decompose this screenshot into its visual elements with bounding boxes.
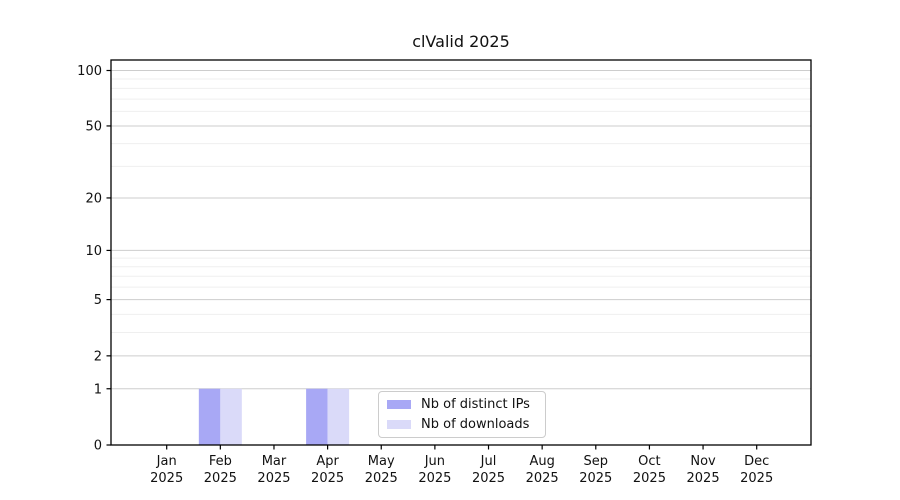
x-tick-label-month: Mar (262, 454, 287, 469)
x-tick-label-month: Nov (690, 454, 716, 469)
y-tick-label: 2 (94, 349, 102, 364)
x-tick-label-month: Apr (316, 454, 339, 469)
y-tick-label: 10 (85, 244, 102, 259)
legend-item-distinct-ips: Nb of distinct IPs (387, 396, 545, 413)
legend-label-downloads: Nb of downloads (421, 417, 530, 432)
plot-border (110, 59, 812, 446)
legend-item-downloads: Nb of downloads (387, 416, 545, 433)
y-tick-label: 5 (94, 293, 102, 308)
x-tick-label-year: 2025 (579, 471, 612, 486)
chart-title: clValid 2025 (412, 32, 510, 51)
bar-apr-downloads (327, 388, 350, 445)
x-tick-label-year: 2025 (687, 471, 720, 486)
x-tick-label-year: 2025 (740, 471, 773, 486)
y-tick-label: 20 (85, 191, 102, 206)
y-tick-label: 1 (94, 382, 102, 397)
legend-label-distinct-ips: Nb of distinct IPs (421, 397, 530, 412)
x-tick-label-month: Oct (638, 454, 660, 469)
x-tick-label-month: Sep (584, 454, 609, 469)
bar-feb-distinct-ips (198, 388, 221, 445)
y-tick-label: 0 (94, 439, 102, 454)
legend-swatch-distinct-ips (387, 400, 411, 409)
bar-feb-downloads (220, 388, 242, 445)
x-tick-label-year: 2025 (418, 471, 451, 486)
x-tick-label-year: 2025 (472, 471, 505, 486)
bar-apr-distinct-ips (306, 388, 328, 445)
x-tick-label-year: 2025 (633, 471, 666, 486)
x-tick-label-year: 2025 (150, 471, 183, 486)
legend-swatch-downloads (387, 420, 411, 429)
x-tick-label-month: Feb (209, 454, 232, 469)
x-tick-label-year: 2025 (257, 471, 290, 486)
x-tick-label-month: May (368, 454, 395, 469)
legend: Nb of distinct IPs Nb of downloads (378, 391, 546, 438)
x-tick-label-year: 2025 (365, 471, 398, 486)
y-tick-label: 100 (77, 64, 102, 79)
x-tick-label-month: Jul (480, 454, 497, 469)
x-tick-label-year: 2025 (311, 471, 344, 486)
x-tick-label-month: Dec (744, 454, 769, 469)
x-tick-label-year: 2025 (526, 471, 559, 486)
x-tick-label-month: Jun (424, 454, 445, 469)
x-tick-label-year: 2025 (204, 471, 237, 486)
x-tick-label-month: Aug (529, 454, 554, 469)
x-tick-label-month: Jan (156, 454, 177, 469)
y-tick-label: 50 (85, 119, 102, 134)
